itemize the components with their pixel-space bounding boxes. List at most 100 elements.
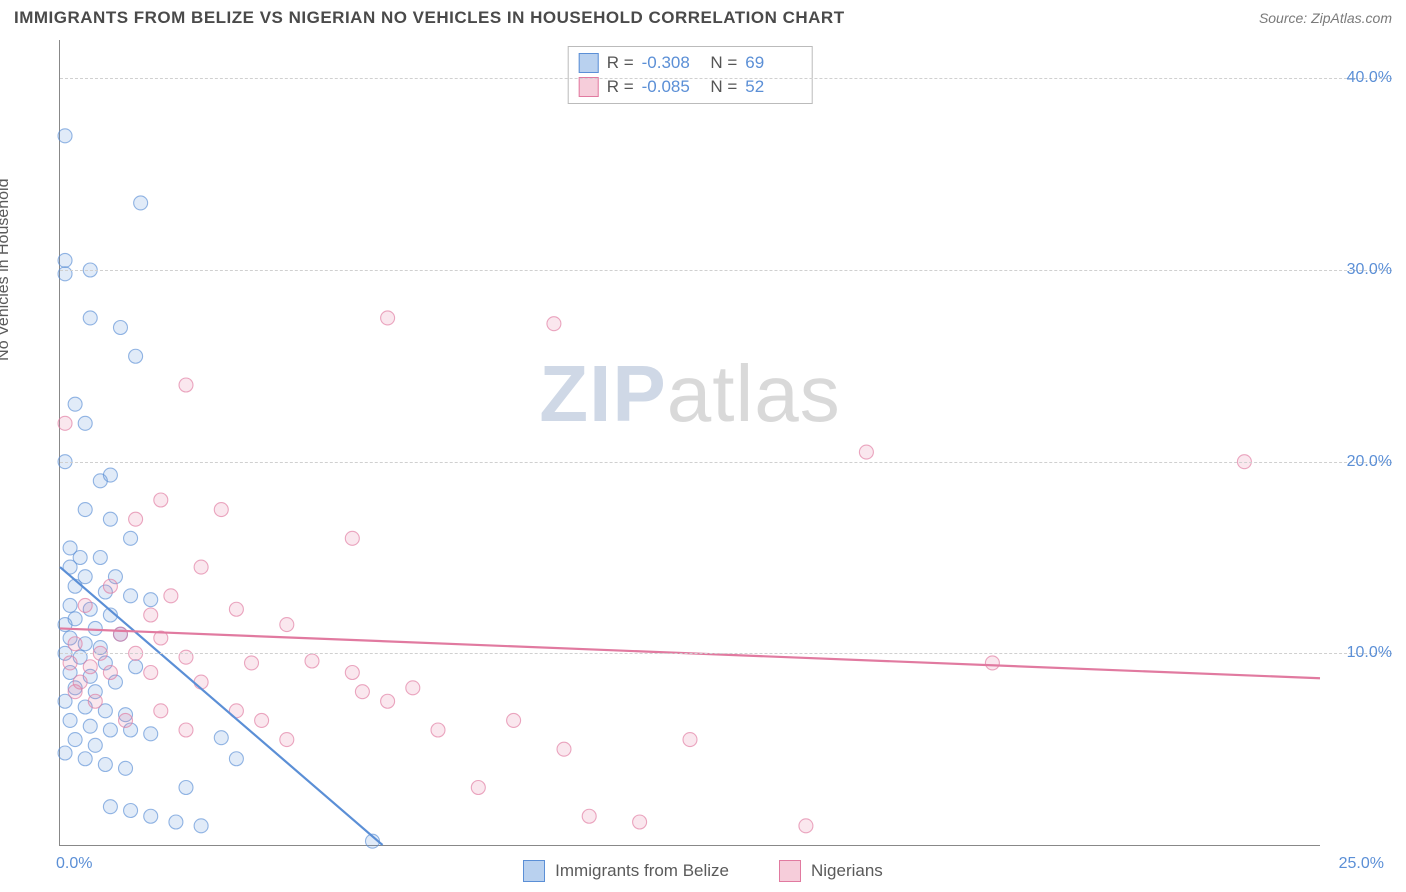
data-point bbox=[63, 656, 77, 670]
data-point bbox=[229, 752, 243, 766]
data-point bbox=[582, 809, 596, 823]
data-point bbox=[58, 267, 72, 281]
data-point bbox=[255, 713, 269, 727]
data-point bbox=[129, 660, 143, 674]
data-point bbox=[58, 416, 72, 430]
legend-swatch bbox=[579, 53, 599, 73]
data-point bbox=[78, 503, 92, 517]
legend-stat-row: R =-0.308 N =69 bbox=[579, 51, 802, 75]
n-value: 52 bbox=[745, 77, 801, 97]
correlation-legend: R =-0.308 N =69R =-0.085 N =52 bbox=[568, 46, 813, 104]
r-value: -0.308 bbox=[642, 53, 698, 73]
data-point bbox=[68, 685, 82, 699]
data-point bbox=[124, 589, 138, 603]
y-tick-label: 40.0% bbox=[1326, 69, 1392, 87]
r-label: R = bbox=[607, 77, 634, 97]
legend-label: Nigerians bbox=[811, 861, 883, 881]
data-point bbox=[985, 656, 999, 670]
data-point bbox=[164, 589, 178, 603]
series-legend: Immigrants from Belize Nigerians bbox=[0, 860, 1406, 882]
data-point bbox=[471, 781, 485, 795]
data-point bbox=[194, 819, 208, 833]
data-point bbox=[144, 809, 158, 823]
gridline bbox=[60, 78, 1392, 79]
data-point bbox=[144, 666, 158, 680]
data-point bbox=[83, 660, 97, 674]
data-point bbox=[245, 656, 259, 670]
data-point bbox=[214, 503, 228, 517]
data-point bbox=[98, 758, 112, 772]
data-point bbox=[103, 666, 117, 680]
data-point bbox=[119, 761, 133, 775]
chart-container: No Vehicles in Household ZIPatlas R =-0.… bbox=[14, 40, 1392, 846]
legend-item: Immigrants from Belize bbox=[523, 860, 729, 882]
data-point bbox=[88, 738, 102, 752]
data-point bbox=[103, 800, 117, 814]
legend-swatch bbox=[523, 860, 545, 882]
data-point bbox=[88, 694, 102, 708]
data-point bbox=[799, 819, 813, 833]
data-point bbox=[280, 733, 294, 747]
gridline bbox=[60, 462, 1392, 463]
data-point bbox=[88, 621, 102, 635]
plot-area: ZIPatlas R =-0.308 N =69R =-0.085 N =52 … bbox=[59, 40, 1320, 846]
data-point bbox=[78, 598, 92, 612]
n-label: N = bbox=[706, 53, 738, 73]
data-point bbox=[103, 579, 117, 593]
data-point bbox=[129, 349, 143, 363]
data-point bbox=[119, 713, 133, 727]
data-point bbox=[103, 512, 117, 526]
data-point bbox=[113, 321, 127, 335]
data-point bbox=[406, 681, 420, 695]
data-point bbox=[507, 713, 521, 727]
data-point bbox=[194, 560, 208, 574]
data-point bbox=[194, 675, 208, 689]
scatter-plot-svg bbox=[60, 40, 1320, 845]
data-point bbox=[229, 602, 243, 616]
data-point bbox=[144, 593, 158, 607]
data-point bbox=[129, 512, 143, 526]
legend-swatch bbox=[579, 77, 599, 97]
data-point bbox=[179, 650, 193, 664]
legend-label: Immigrants from Belize bbox=[555, 861, 729, 881]
data-point bbox=[134, 196, 148, 210]
gridline bbox=[60, 653, 1392, 654]
data-point bbox=[154, 704, 168, 718]
n-value: 69 bbox=[745, 53, 801, 73]
data-point bbox=[78, 416, 92, 430]
data-point bbox=[345, 666, 359, 680]
data-point bbox=[144, 727, 158, 741]
data-point bbox=[58, 253, 72, 267]
y-tick-label: 30.0% bbox=[1326, 261, 1392, 279]
data-point bbox=[83, 719, 97, 733]
data-point bbox=[547, 317, 561, 331]
data-point bbox=[381, 311, 395, 325]
data-point bbox=[58, 746, 72, 760]
data-point bbox=[280, 618, 294, 632]
data-point bbox=[179, 723, 193, 737]
y-axis-label: No Vehicles in Household bbox=[0, 178, 13, 360]
data-point bbox=[103, 723, 117, 737]
source-label: Source: ZipAtlas.com bbox=[1259, 10, 1392, 26]
legend-item: Nigerians bbox=[779, 860, 883, 882]
data-point bbox=[63, 598, 77, 612]
data-point bbox=[355, 685, 369, 699]
data-point bbox=[68, 637, 82, 651]
data-point bbox=[68, 733, 82, 747]
data-point bbox=[169, 815, 183, 829]
gridline bbox=[60, 270, 1392, 271]
data-point bbox=[124, 531, 138, 545]
y-tick-label: 10.0% bbox=[1326, 644, 1392, 662]
data-point bbox=[83, 311, 97, 325]
data-point bbox=[68, 397, 82, 411]
n-label: N = bbox=[706, 77, 738, 97]
data-point bbox=[103, 468, 117, 482]
data-point bbox=[93, 551, 107, 565]
data-point bbox=[859, 445, 873, 459]
data-point bbox=[63, 713, 77, 727]
data-point bbox=[179, 378, 193, 392]
data-point bbox=[78, 752, 92, 766]
data-point bbox=[179, 781, 193, 795]
data-point bbox=[113, 627, 127, 641]
chart-title: IMMIGRANTS FROM BELIZE VS NIGERIAN NO VE… bbox=[14, 8, 845, 28]
